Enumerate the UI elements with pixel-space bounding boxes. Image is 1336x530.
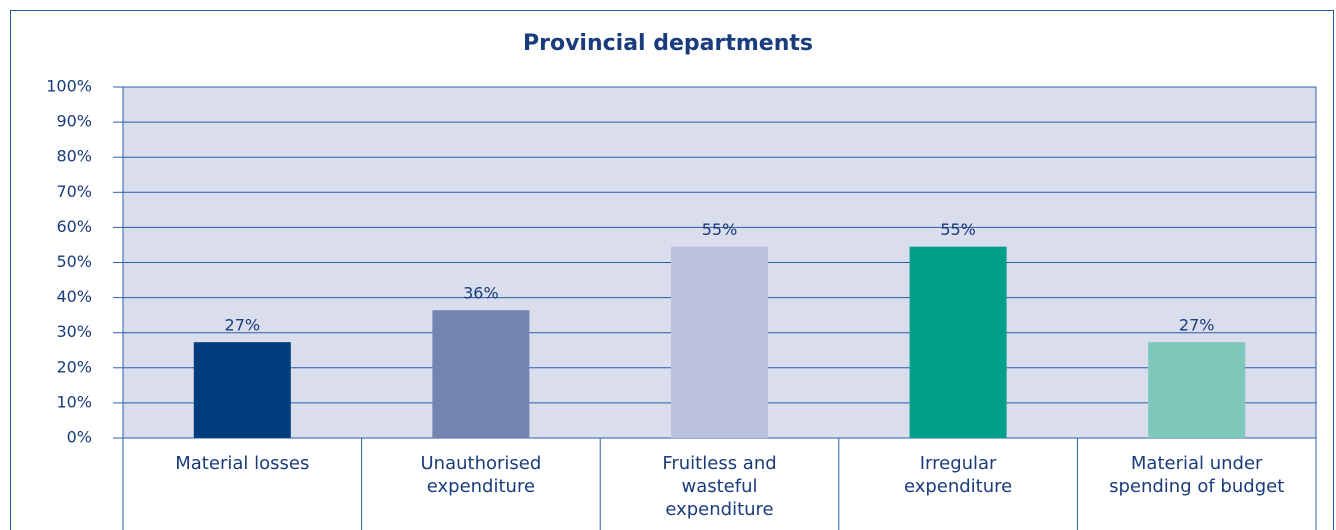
bar — [671, 246, 768, 438]
y-tick-label: 50% — [56, 252, 92, 271]
bar — [1148, 342, 1246, 438]
y-tick-label: 60% — [56, 217, 92, 236]
y-tick-label: 20% — [56, 357, 92, 376]
bar — [432, 310, 530, 438]
x-tick-label: Material under spending of budget — [1109, 453, 1285, 497]
bar — [909, 246, 1007, 438]
data-label: 27% — [1179, 316, 1215, 335]
data-label: 55% — [702, 220, 738, 239]
data-label: 55% — [940, 220, 976, 239]
data-label: 27% — [225, 316, 261, 335]
x-tick-label: Fruitless and wasteful expenditure — [662, 453, 777, 520]
x-tick-label: Material losses — [175, 453, 310, 474]
frame — [10, 10, 1334, 530]
y-tick-label: 40% — [56, 287, 92, 306]
y-tick-label: 70% — [56, 182, 92, 201]
chart-title: Provincial departments — [523, 31, 813, 56]
x-tick-label: Unauthorised expenditure — [420, 453, 542, 497]
data-label: 36% — [463, 284, 499, 303]
y-tick-label: 80% — [56, 147, 92, 166]
y-tick-label: 100% — [46, 77, 92, 96]
x-tick-label: Irregular expenditure — [903, 453, 1013, 497]
bar — [193, 342, 291, 438]
y-tick-label: 30% — [56, 322, 92, 341]
y-tick-label: 10% — [56, 392, 92, 411]
y-tick-label: 0% — [67, 428, 92, 447]
y-tick-label: 90% — [56, 112, 92, 131]
